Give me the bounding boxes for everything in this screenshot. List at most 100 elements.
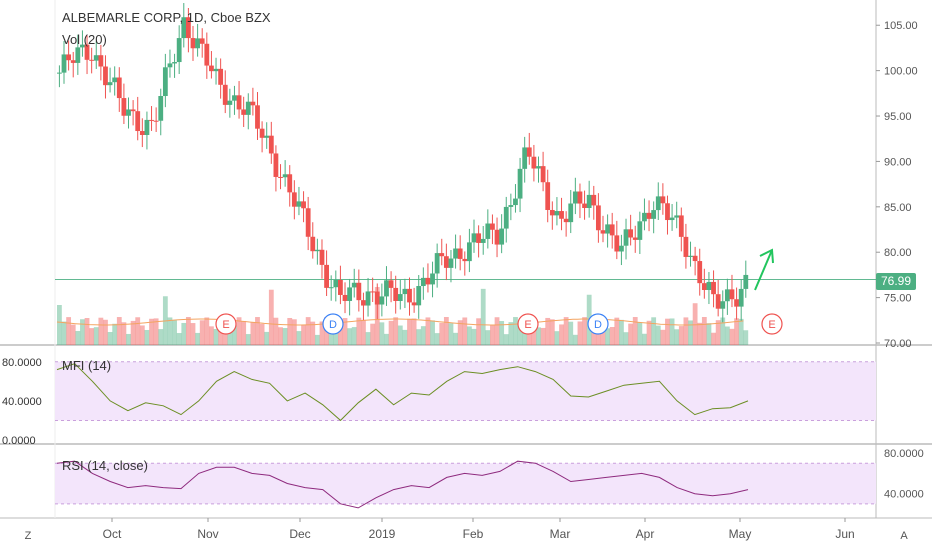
candle-body [222,84,228,105]
volume-indicator-label[interactable]: Vol (20) [62,32,107,47]
candle-body [660,196,666,204]
candle-layer[interactable] [57,3,774,323]
volume-bar [107,332,113,345]
candle-body [605,224,610,234]
price-tick-label: 70.00 [884,338,912,350]
volume-bar [172,320,177,345]
candle-body [384,280,389,297]
candle-body [139,131,145,136]
candle-body [439,253,445,257]
volume-bar [328,324,334,345]
volume-bar [480,288,486,345]
volume-bar [660,329,666,345]
candle-body [333,279,339,288]
candle-body [490,223,495,230]
volume-bar [135,317,141,345]
volume-bar [734,318,739,345]
candle-body [204,43,210,66]
candle-body [135,111,141,132]
candle-body [282,174,288,178]
volume-bar [729,328,735,345]
candle-body [582,203,587,208]
volume-bar [121,322,127,345]
volume-bar [250,322,256,345]
rsi-indicator-label[interactable]: RSI (14, close) [62,458,148,473]
volume-bar [167,317,173,345]
candle-body [674,215,680,218]
candle-body [554,211,560,216]
candle-body [646,212,652,219]
candle-body [457,248,463,259]
time-tick-label: Oct [103,527,122,541]
candle-body [130,109,136,112]
volume-bar [236,317,242,345]
candle-body [526,147,532,157]
volume-bar [545,317,551,345]
volume-bar [98,317,104,345]
volume-bar [540,327,546,345]
candle-body [407,288,412,303]
marker-label: D [329,319,337,331]
candle-body [466,242,472,262]
candle-body [720,301,726,309]
auto-scale-button[interactable]: A [900,530,908,542]
candle-body [494,229,500,245]
candle-body [388,280,394,288]
volume-bar [642,333,647,345]
candle-body [651,210,657,219]
mfi-indicator-label[interactable]: MFI (14) [62,358,112,373]
zoom-button[interactable]: Z [24,530,32,542]
oscillator-tick-label: 80.0000 [2,357,42,369]
volume-bar [692,303,698,345]
volume-bar [508,322,514,345]
volume-bar [536,327,541,345]
volume-bar [471,328,477,345]
volume-bar [209,326,214,345]
volume-bar [351,327,357,345]
candle-body [655,196,661,211]
volume-bar [241,320,247,345]
volume-bar [57,305,62,345]
volume-bar [743,330,749,345]
volume-bar [711,332,716,345]
candle-body [586,194,592,208]
candle-body [609,224,615,236]
volume-bar [347,328,353,345]
volume-bar [245,334,251,345]
volume-bar [706,323,712,345]
current-price-badge: 76.99 [876,273,916,290]
volume-bar [204,317,210,345]
oscillator-band [55,463,876,504]
volume-bar [227,330,233,345]
volume-bar [715,320,721,345]
volume-bar [301,324,306,345]
candle-body [628,229,634,238]
candle-body [209,65,214,72]
candle-body [397,294,403,302]
candle-body [84,44,90,60]
candle-body [729,289,735,300]
candle-body [176,38,182,63]
volume-bar [623,332,629,345]
volume-bar [80,319,85,345]
volume-bar [490,325,495,345]
candle-body [411,302,417,306]
candle-body [513,198,518,206]
earnings-marker: E [761,313,783,335]
candle-body [595,205,601,231]
volume-bar [278,327,283,345]
candle-body [268,135,274,154]
candle-body [70,60,76,63]
volume-bar [563,317,569,345]
candle-body [568,203,574,223]
candle-body [577,191,583,204]
volume-bar [554,331,560,345]
candle-body [121,98,127,116]
candle-body [241,109,247,115]
price-tick-label: 95.00 [884,111,912,123]
volume-bar [632,317,638,345]
candle-body [305,208,311,237]
